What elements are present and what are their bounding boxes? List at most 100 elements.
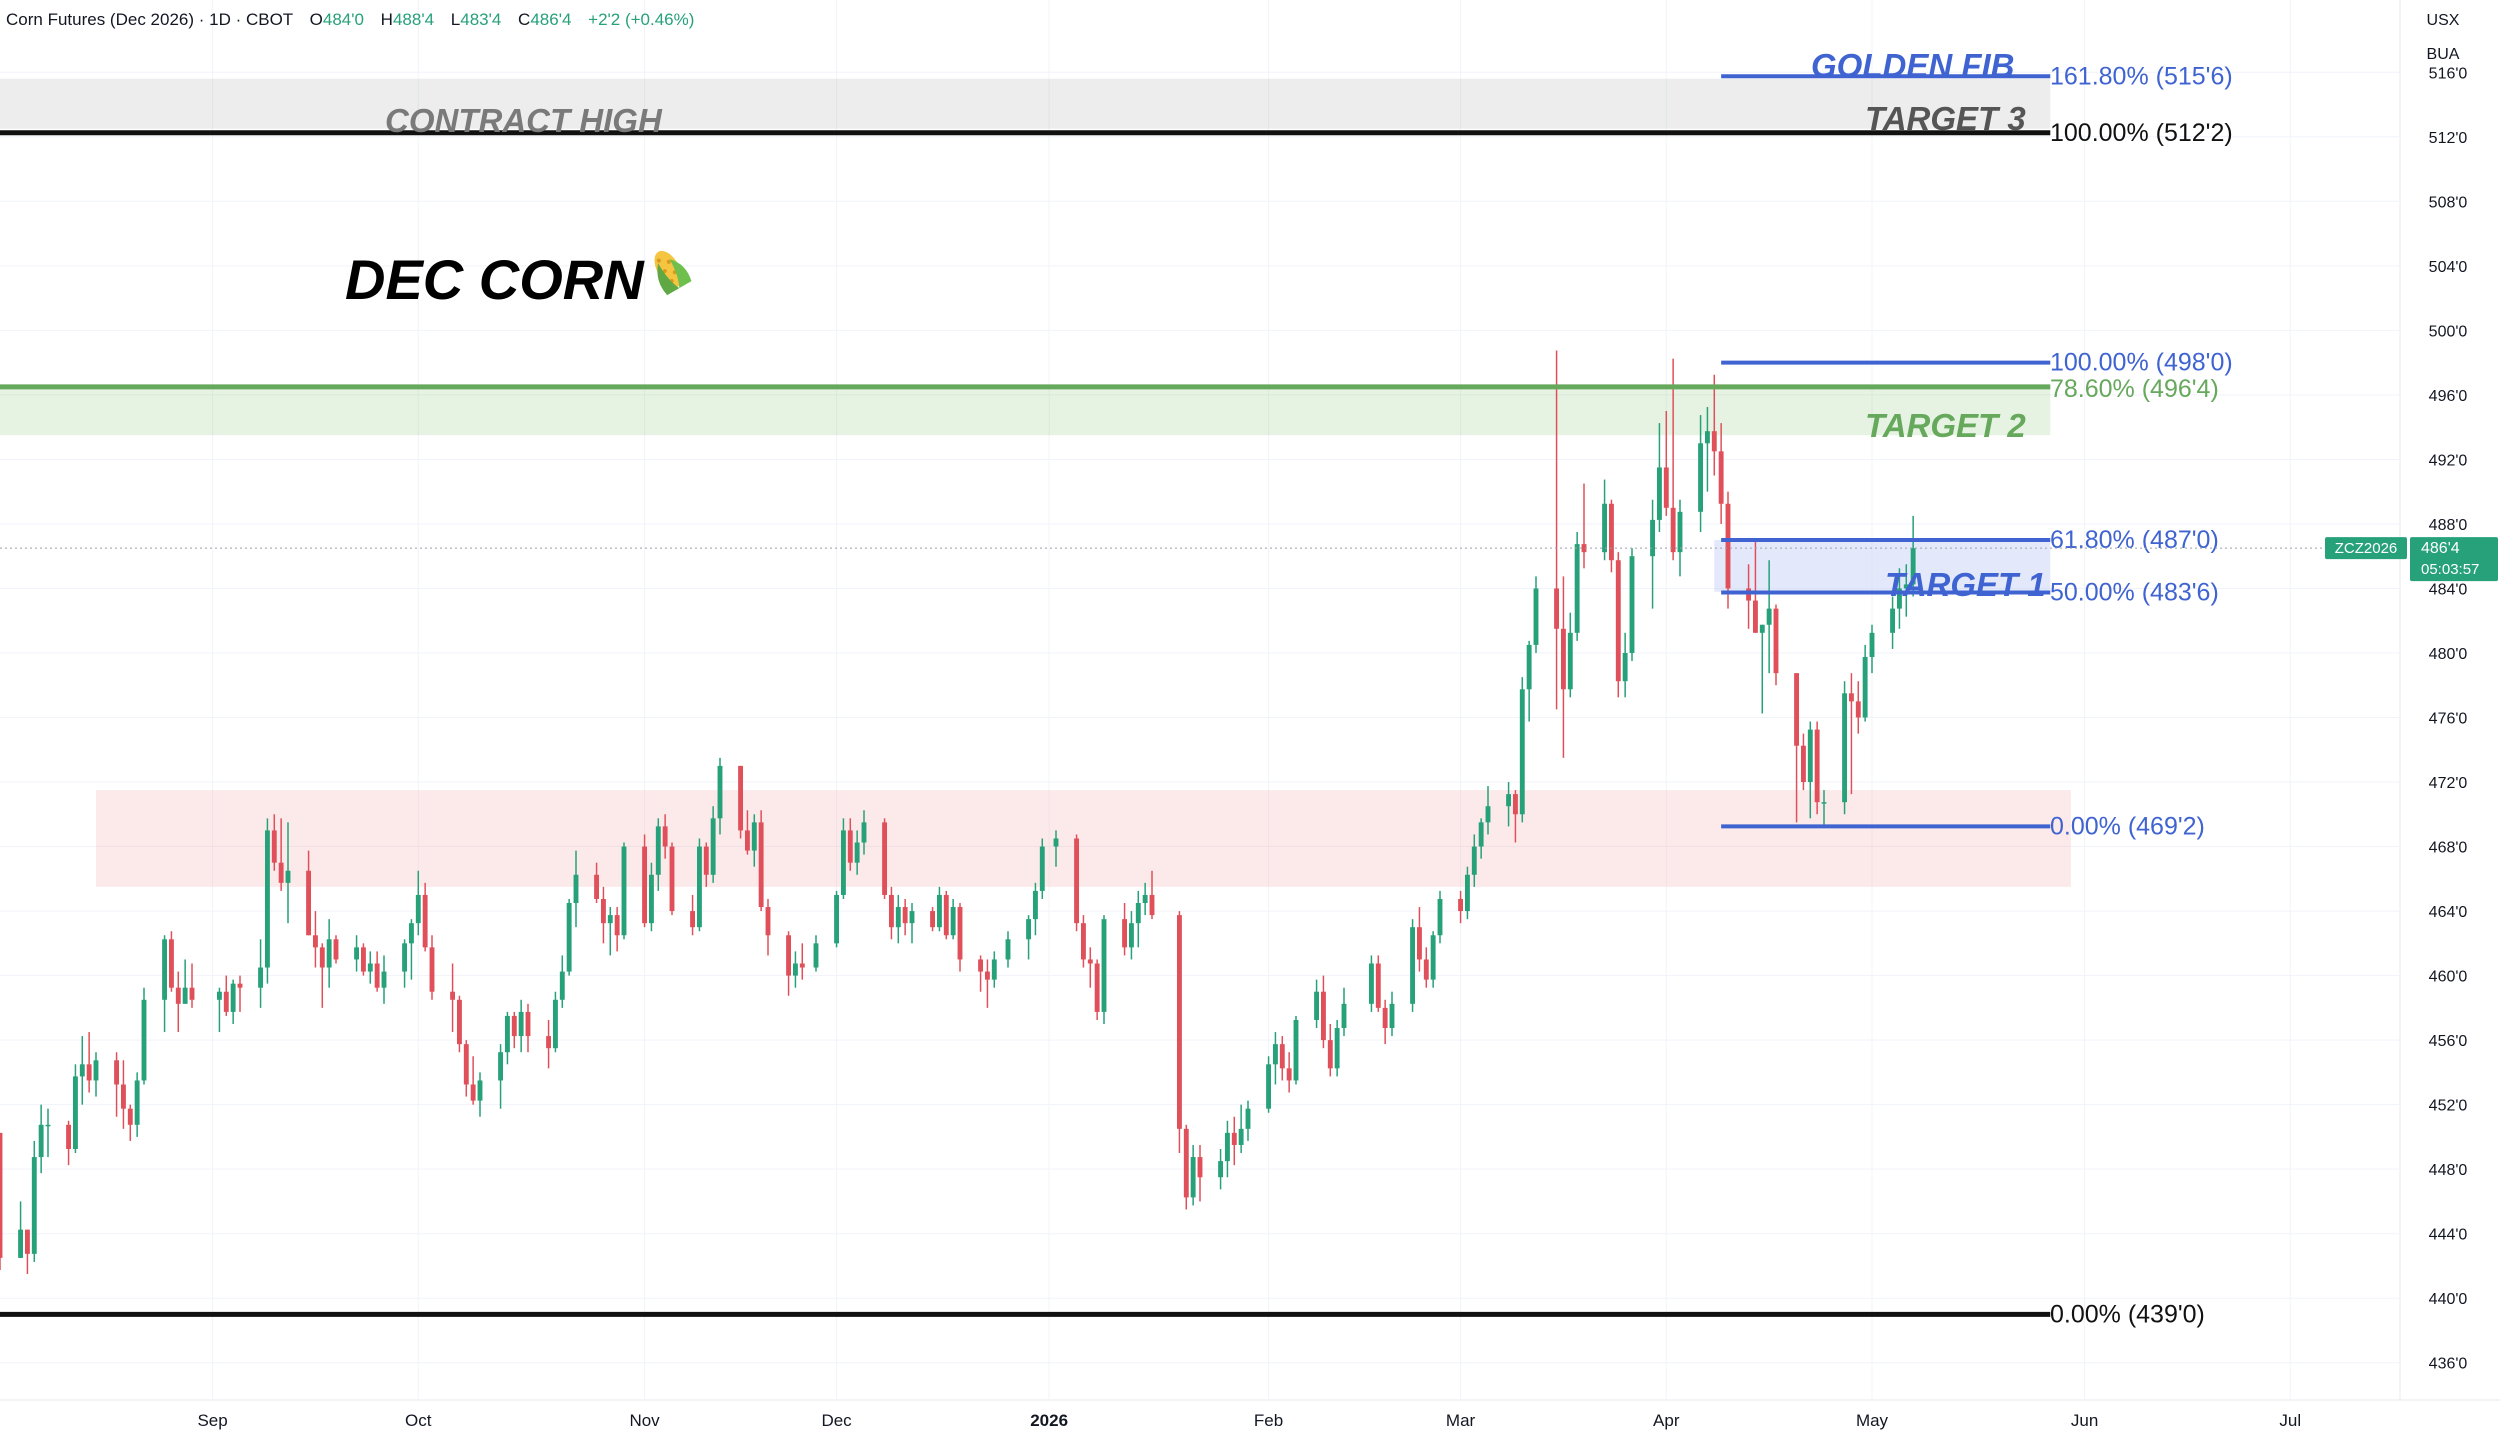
y-tick-label: 464'0	[2429, 904, 2468, 921]
currency-label[interactable]: USX	[2427, 12, 2460, 29]
candle-body	[422, 894, 428, 948]
fib-100-label: 100.00% (498'0)	[2050, 349, 2233, 377]
candle-body	[1293, 1019, 1299, 1081]
header-high-label: H	[381, 10, 393, 29]
candle	[1890, 596, 1896, 649]
candle	[1526, 640, 1532, 722]
candle-body	[1279, 1044, 1285, 1069]
y-tick-label: 496'0	[2429, 388, 2468, 405]
candle	[1821, 790, 1827, 827]
x-tick-label: Oct	[405, 1411, 432, 1430]
candle	[38, 1104, 44, 1174]
candle	[1711, 374, 1717, 476]
candle-body	[1032, 890, 1038, 920]
candle	[1266, 1056, 1272, 1113]
candle	[1053, 830, 1059, 867]
candle-body	[1794, 673, 1800, 746]
candle-body	[450, 991, 456, 1000]
candle-body	[1245, 1108, 1251, 1129]
candle	[24, 1229, 30, 1275]
candle-body	[127, 1108, 133, 1125]
candle-body	[278, 862, 284, 883]
y-tick-label: 444'0	[2429, 1227, 2468, 1244]
candle-body	[786, 935, 792, 976]
candle-body	[1218, 1161, 1224, 1178]
time-axis[interactable]: Sep Oct Nov Dec 2026 Feb Mar Apr May Jun Jul	[197, 1411, 2301, 1430]
candle	[573, 850, 579, 928]
candle-body	[930, 911, 936, 928]
fib-61-8-label: 61.80% (487'0)	[2050, 526, 2219, 554]
candle	[690, 894, 696, 936]
candle-body	[738, 765, 744, 831]
candle	[1382, 999, 1388, 1045]
candle-body	[1039, 846, 1045, 891]
candle	[930, 907, 936, 932]
candle-body	[1622, 652, 1628, 682]
candle-body	[690, 911, 696, 928]
candle	[600, 886, 606, 944]
candle	[162, 935, 168, 1033]
candle-body	[703, 846, 709, 875]
candle-body	[525, 1011, 531, 1037]
candle-body	[381, 971, 387, 988]
candle	[422, 882, 428, 952]
candle-body	[134, 1080, 140, 1125]
candle-body	[710, 818, 716, 875]
candle-body	[306, 870, 312, 936]
candle-body	[751, 822, 757, 851]
candle-body	[1814, 729, 1820, 803]
candle	[854, 830, 860, 875]
candle	[840, 818, 846, 899]
grid-lines	[0, 0, 2400, 1400]
candle-body	[1266, 1064, 1272, 1109]
candle	[326, 919, 332, 988]
price-axis[interactable]: 516'0 512'0 508'0 504'0 500'0 496'0 492'0 488'0…	[2429, 65, 2468, 1372]
candle	[182, 959, 188, 1004]
price-tag-countdown: 05:03:57	[2421, 561, 2479, 578]
candle	[1122, 903, 1128, 956]
candle	[594, 862, 600, 904]
candle-body	[189, 987, 195, 1000]
candle	[834, 890, 840, 948]
candle-body	[511, 1015, 517, 1037]
candle	[525, 1003, 531, 1053]
candle	[1807, 721, 1813, 819]
candle-body	[1602, 503, 1608, 553]
candle	[909, 903, 915, 944]
candle-body	[1725, 503, 1731, 589]
candle-body	[1807, 729, 1813, 783]
candle-body	[175, 987, 181, 1004]
candle	[264, 818, 270, 984]
candle-body	[1416, 927, 1422, 960]
candle-body	[648, 874, 654, 924]
candle-body	[1574, 544, 1580, 633]
candle-body	[1869, 632, 1875, 658]
candle-body	[943, 894, 949, 936]
candle	[703, 842, 709, 887]
candle	[463, 1040, 469, 1097]
candle-body	[566, 903, 572, 972]
candle-body	[312, 935, 318, 948]
y-tick-label: 488'0	[2429, 517, 2468, 534]
candle	[1746, 564, 1752, 629]
candle-body	[991, 959, 997, 980]
candle	[902, 898, 908, 936]
annotation-contract-high: CONTRACT HIGH	[385, 102, 663, 139]
candle	[1128, 911, 1134, 960]
y-tick-label: 448'0	[2429, 1162, 2468, 1179]
candle	[1800, 733, 1806, 791]
candle	[1615, 552, 1621, 698]
candle	[1458, 890, 1464, 924]
candle-body	[1464, 874, 1470, 912]
candle-body	[354, 947, 360, 960]
candle	[1149, 870, 1155, 920]
candle-body	[0, 1132, 3, 1258]
candle-body	[415, 894, 421, 924]
y-tick-label: 436'0	[2429, 1356, 2468, 1373]
candle-body	[1128, 923, 1134, 948]
target2-zone	[0, 388, 2051, 436]
unit-label[interactable]: BUA	[2427, 46, 2460, 63]
candle	[655, 818, 661, 891]
y-tick-label: 484'0	[2429, 581, 2468, 598]
